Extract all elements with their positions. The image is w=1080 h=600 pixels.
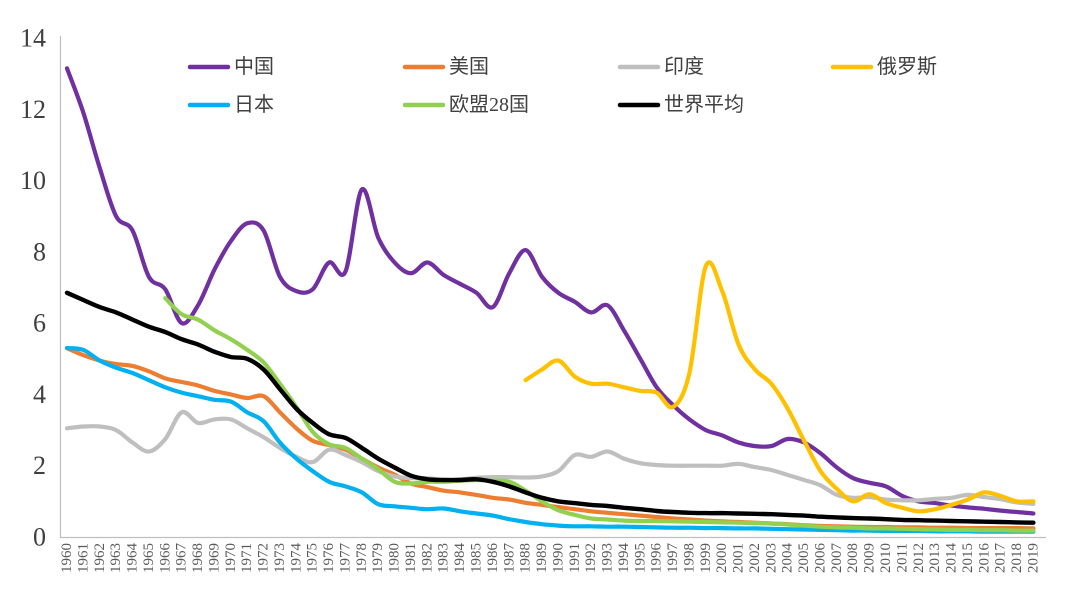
plot-series [64, 66, 1036, 534]
x-axis-tick-label: 1992 [583, 543, 599, 573]
x-axis-tick-label: 2016 [976, 543, 992, 574]
y-axis-tick-label: 12 [20, 95, 46, 124]
x-axis-tick-label: 1986 [485, 543, 501, 574]
legend-label: 印度 [664, 55, 704, 78]
x-axis-tick-label: 2010 [878, 543, 894, 573]
legend-label: 欧盟28国 [449, 93, 529, 116]
x-axis-tick-label: 1967 [174, 543, 190, 574]
x-axis-tick-label: 1963 [108, 543, 124, 573]
x-axis-tick-label: 2003 [763, 543, 779, 573]
x-axis-tick-label: 1965 [141, 543, 157, 573]
x-axis-tick-label: 2006 [812, 543, 828, 574]
x-axis-tick-label: 2000 [714, 543, 730, 573]
series-line-欧盟28国 [163, 296, 1036, 533]
x-axis-tick-label: 1997 [665, 543, 681, 574]
x-axis-tick-label: 1983 [436, 543, 452, 573]
x-axis: 1960 1961 1962 1963 1964 1965 1966 1967 1968 1969… [59, 543, 1041, 574]
x-axis-tick-label: 1970 [223, 543, 239, 573]
y-axis-tick-label: 14 [20, 24, 46, 53]
x-axis-tick-label: 1962 [92, 543, 108, 573]
legend-item: 印度 [617, 55, 704, 78]
x-axis-tick-label: 1961 [75, 543, 91, 573]
x-axis-tick-label: 2002 [747, 543, 763, 573]
legend-label: 日本 [234, 93, 274, 116]
x-axis-tick-label: 1973 [272, 543, 288, 573]
x-axis-tick-label: 1990 [550, 543, 566, 573]
x-axis-tick-label: 1977 [337, 543, 353, 574]
x-axis-tick-label: 1994 [616, 543, 632, 574]
legend-item: 世界平均 [617, 93, 744, 116]
x-axis-tick-label: 1978 [354, 543, 370, 573]
x-axis-tick-label: 2012 [911, 543, 927, 573]
x-axis-tick-label: 2018 [1009, 543, 1025, 573]
x-axis-tick-label: 1995 [632, 543, 648, 573]
x-axis-tick-label: 1982 [419, 543, 435, 573]
x-axis-tick-label: 1988 [518, 543, 534, 573]
x-axis-tick-label: 1993 [600, 543, 616, 573]
x-axis-tick-label: 1996 [649, 543, 665, 574]
series-line-日本 [64, 346, 1036, 534]
x-axis-tick-label: 1981 [403, 543, 419, 573]
x-axis-tick-label: 1968 [190, 543, 206, 573]
x-axis-tick-label: 1979 [370, 543, 386, 573]
x-axis-tick-label: 2015 [960, 543, 976, 573]
legend-label: 世界平均 [664, 93, 744, 116]
y-axis: 0 2 4 6 8 10 12 14 [20, 24, 46, 552]
x-axis-tick-label: 1998 [681, 543, 697, 573]
legend-item: 日本 [187, 93, 274, 116]
y-axis-tick-label: 6 [33, 309, 46, 338]
x-axis-tick-label: 1999 [698, 543, 714, 573]
x-axis-tick-label: 2004 [780, 543, 796, 574]
x-axis-tick-label: 1984 [452, 543, 468, 574]
x-axis-tick-label: 1960 [59, 543, 75, 573]
series-line-印度 [64, 409, 1036, 506]
x-axis-tick-label: 1975 [305, 543, 321, 573]
x-axis-tick-label: 1964 [125, 543, 141, 574]
x-axis-tick-label: 2019 [1025, 543, 1041, 573]
legend-item: 美国 [402, 55, 489, 78]
x-axis-tick-label: 2013 [927, 543, 943, 573]
legend-label: 俄罗斯 [877, 55, 937, 78]
legend-label: 中国 [234, 55, 274, 78]
x-axis-tick-label: 1974 [288, 543, 304, 574]
x-axis-tick-label: 1991 [567, 543, 583, 573]
x-axis-tick-label: 2007 [829, 543, 845, 574]
x-axis-tick-label: 2005 [796, 543, 812, 573]
x-axis-tick-label: 2017 [993, 543, 1009, 574]
x-axis-tick-label: 1987 [501, 543, 517, 574]
legend-item: 欧盟28国 [402, 93, 529, 116]
legend-item: 中国 [187, 55, 274, 78]
x-axis-tick-label: 2009 [862, 543, 878, 573]
x-axis-tick-label: 1971 [239, 543, 255, 573]
x-axis-tick-label: 2014 [944, 543, 960, 574]
y-axis-tick-label: 0 [33, 523, 46, 552]
x-axis-tick-label: 1989 [534, 543, 550, 573]
x-axis-tick-label: 1969 [206, 543, 222, 573]
series-line-世界平均 [64, 290, 1036, 525]
x-axis-tick-label: 2001 [731, 543, 747, 573]
x-axis-tick-label: 1985 [469, 543, 485, 573]
y-axis-tick-label: 2 [33, 451, 46, 480]
y-axis-tick-label: 10 [20, 166, 46, 195]
x-axis-tick-label: 1972 [256, 543, 272, 573]
axes [59, 36, 1046, 539]
legend-label: 美国 [449, 55, 489, 78]
x-axis-tick-label: 1976 [321, 543, 337, 574]
x-axis-tick-label: 2011 [894, 543, 910, 572]
series-line-俄罗斯 [523, 260, 1036, 514]
x-axis-tick-label: 2008 [845, 543, 861, 573]
series-line-中国 [64, 66, 1036, 516]
y-axis-tick-label: 4 [33, 380, 46, 409]
y-axis-tick-label: 8 [33, 237, 46, 266]
x-axis-tick-label: 1980 [387, 543, 403, 573]
legend-item: 俄罗斯 [830, 55, 937, 78]
x-axis-tick-label: 1966 [157, 543, 173, 574]
